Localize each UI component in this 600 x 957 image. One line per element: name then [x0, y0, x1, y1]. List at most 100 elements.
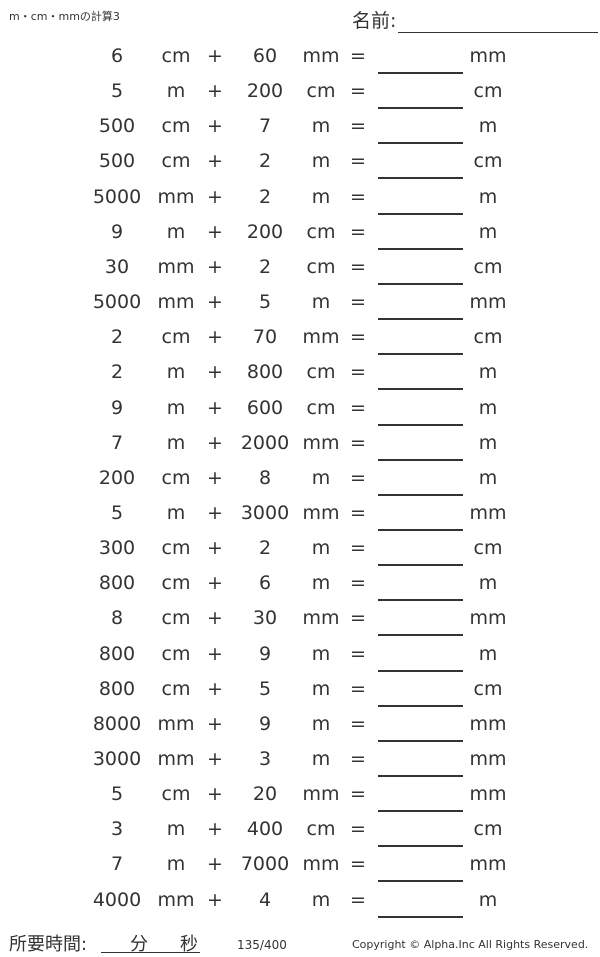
equals-sign: = — [350, 607, 366, 630]
answer-blank[interactable] — [378, 247, 463, 250]
answer-blank[interactable] — [378, 634, 463, 637]
first-unit: cm — [161, 45, 191, 67]
answer-blank[interactable] — [378, 282, 463, 285]
answer-blank[interactable] — [378, 318, 463, 321]
second-unit: m — [311, 537, 331, 560]
answer-unit: m — [478, 396, 498, 419]
problem-row: 5 m +3000 mm = mm — [0, 502, 600, 532]
plus-sign: + — [207, 888, 223, 911]
name-field: 名前: — [352, 6, 599, 33]
answer-blank[interactable] — [378, 880, 463, 883]
answer-blank[interactable] — [378, 704, 463, 707]
second-number: 6 — [258, 572, 272, 595]
first-number: 7 — [110, 853, 124, 876]
problem-row: 2 m +800 cm = m — [0, 361, 600, 391]
plus-sign: + — [207, 783, 223, 806]
plus-sign: + — [207, 818, 223, 841]
answer-unit: mm — [469, 748, 507, 770]
first-number: 3000 — [92, 748, 142, 770]
answer-blank[interactable] — [378, 775, 463, 777]
second-unit: m — [311, 466, 331, 489]
second-number: 9 — [258, 642, 272, 665]
answer-unit: m — [478, 431, 498, 454]
answer-blank[interactable] — [378, 493, 463, 496]
second-number: 2 — [258, 185, 272, 208]
second-unit: m — [311, 712, 331, 735]
second-number: 5 — [258, 291, 272, 314]
second-unit: cm — [306, 396, 336, 419]
problem-row: 2 cm +70 mm = cm — [0, 326, 600, 356]
first-number: 8 — [110, 607, 124, 630]
plus-sign: + — [207, 677, 223, 700]
second-number: 60 — [252, 45, 278, 67]
equals-sign: = — [350, 115, 366, 138]
equals-sign: = — [350, 642, 366, 665]
answer-unit: m — [478, 115, 498, 138]
equals-sign: = — [350, 748, 366, 770]
second-unit: m — [311, 115, 331, 138]
problem-row: 9 m +200 cm = m — [0, 221, 600, 251]
first-unit: mm — [157, 255, 195, 278]
answer-blank[interactable] — [378, 423, 463, 426]
first-unit: mm — [157, 185, 195, 208]
first-unit: mm — [157, 712, 195, 735]
answer-blank[interactable] — [378, 915, 463, 918]
first-unit: m — [166, 396, 186, 419]
problem-row: 7 m +2000 mm = m — [0, 432, 600, 462]
second-unit: m — [311, 748, 331, 770]
answer-blank[interactable] — [378, 528, 463, 531]
answer-unit: m — [478, 361, 498, 384]
equals-sign: = — [350, 45, 366, 67]
problem-row: 6 cm +60 mm = mm — [0, 45, 600, 75]
first-number: 5000 — [92, 291, 142, 314]
equals-sign: = — [350, 818, 366, 841]
first-unit: m — [166, 361, 186, 384]
answer-blank[interactable] — [378, 599, 463, 602]
answer-blank[interactable] — [378, 564, 463, 567]
first-number: 2 — [110, 326, 124, 349]
answer-unit: mm — [469, 501, 507, 524]
answer-unit: mm — [469, 783, 507, 806]
answer-blank[interactable] — [378, 845, 463, 848]
first-number: 5 — [110, 80, 124, 103]
second-number: 7000 — [240, 853, 290, 876]
answer-blank[interactable] — [378, 739, 463, 742]
equals-sign: = — [350, 326, 366, 349]
answer-unit: m — [478, 642, 498, 665]
answer-blank[interactable] — [378, 212, 463, 215]
plus-sign: + — [207, 537, 223, 560]
answer-unit: cm — [473, 677, 503, 700]
problem-row: 5 cm +20 mm = mm — [0, 783, 600, 813]
name-blank[interactable] — [398, 12, 599, 33]
equals-sign: = — [350, 185, 366, 208]
answer-blank[interactable] — [378, 72, 463, 74]
second-number: 3000 — [240, 501, 290, 524]
first-unit: m — [166, 80, 186, 103]
answer-blank[interactable] — [378, 353, 463, 356]
plus-sign: + — [207, 326, 223, 349]
answer-blank[interactable] — [378, 177, 463, 180]
page-number: 135/400 — [237, 938, 287, 952]
second-number: 3 — [258, 748, 272, 770]
first-number: 800 — [98, 677, 136, 700]
problem-row: 800 cm +6 m = m — [0, 572, 600, 602]
second-number: 20 — [252, 783, 278, 806]
second-number: 2 — [258, 537, 272, 560]
answer-blank[interactable] — [378, 388, 463, 391]
answer-unit: mm — [469, 291, 507, 314]
problem-row: 200 cm +8 m = m — [0, 467, 600, 497]
second-unit: mm — [302, 501, 340, 524]
answer-blank[interactable] — [378, 107, 463, 110]
second-number: 2000 — [240, 431, 290, 454]
first-unit: cm — [161, 150, 191, 173]
first-number: 800 — [98, 572, 136, 595]
second-unit: mm — [302, 783, 340, 806]
first-number: 8000 — [92, 712, 142, 735]
answer-blank[interactable] — [378, 142, 463, 145]
answer-blank[interactable] — [378, 669, 463, 672]
answer-unit: m — [478, 185, 498, 208]
equals-sign: = — [350, 677, 366, 700]
answer-blank[interactable] — [378, 458, 463, 461]
time-blank[interactable] — [101, 952, 200, 953]
answer-blank[interactable] — [378, 810, 463, 813]
